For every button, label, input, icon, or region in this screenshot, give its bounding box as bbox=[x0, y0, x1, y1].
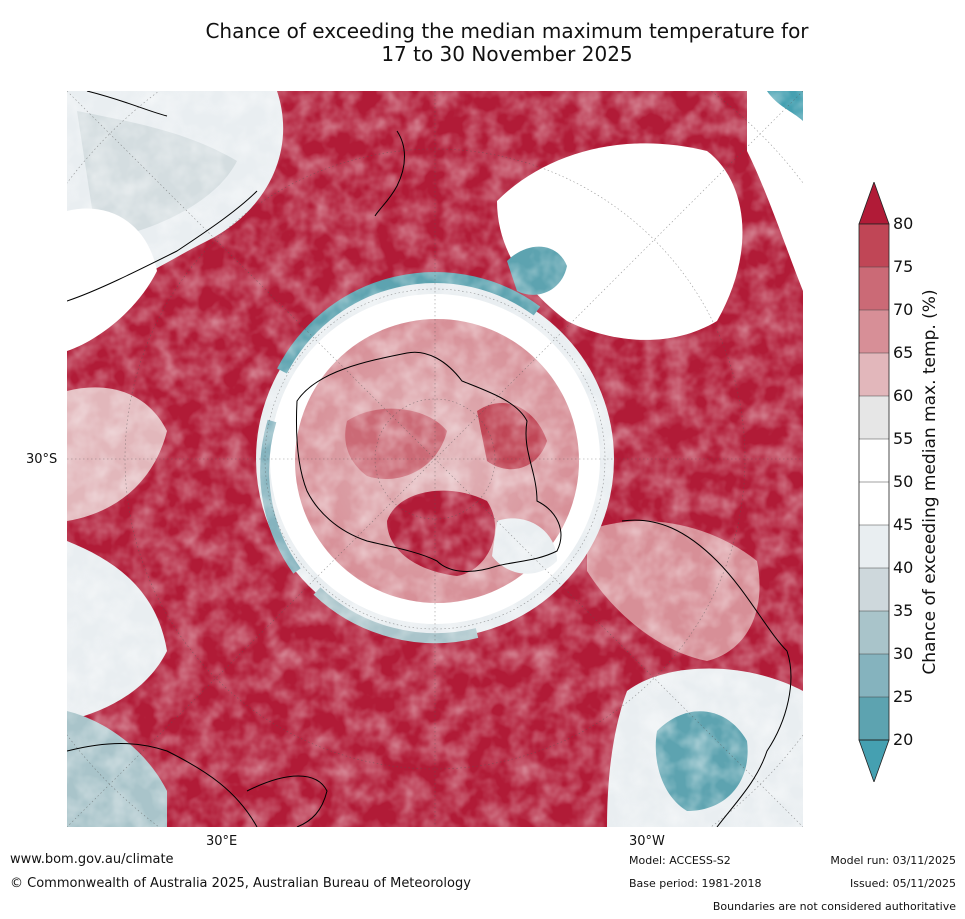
antarctica-coast bbox=[296, 351, 562, 572]
title-line-1: Chance of exceeding the median maximum t… bbox=[205, 19, 809, 43]
colorbar-band bbox=[859, 482, 889, 525]
colorbar-dividers bbox=[859, 266, 889, 698]
footer-website[interactable]: www.bom.gov.au/climate bbox=[10, 852, 174, 867]
colorbar-tick-label: 75 bbox=[893, 257, 914, 276]
lon-label-30w: 30°W bbox=[629, 834, 665, 849]
coastlines bbox=[67, 91, 792, 827]
colorbar-frame bbox=[858, 223, 890, 741]
colorbar-band bbox=[859, 568, 889, 611]
colorbar-band bbox=[859, 654, 889, 697]
footer-model: Model: ACCESS-S2 bbox=[629, 854, 731, 867]
probability-map[interactable] bbox=[67, 91, 803, 827]
colorbar-band bbox=[859, 353, 889, 396]
map-title: Chance of exceeding the median maximum t… bbox=[0, 20, 965, 66]
colorbar-band bbox=[859, 267, 889, 310]
colorbar-tick-label: 35 bbox=[893, 601, 914, 620]
colorbar-tick-label: 70 bbox=[893, 300, 914, 319]
southwest-coast-2 bbox=[246, 775, 328, 827]
colorbar-tick-label: 25 bbox=[893, 687, 914, 706]
colorbar-extend-bottom bbox=[858, 739, 890, 782]
footer-copyright: © Commonwealth of Australia 2025, Austra… bbox=[10, 876, 471, 891]
australia-coast bbox=[621, 519, 792, 827]
colorbar-tick-label: 40 bbox=[893, 558, 914, 577]
footer-issued: Issued: 05/11/2025 bbox=[849, 877, 956, 890]
title-line-2: 17 to 30 November 2025 bbox=[381, 42, 633, 66]
southwest-coast bbox=[67, 743, 258, 827]
colorbar-band bbox=[859, 525, 889, 568]
colorbar-tick-label: 45 bbox=[893, 515, 914, 534]
newzealand-coast bbox=[374, 130, 405, 217]
footer-base-period: Base period: 1981-2018 bbox=[629, 877, 762, 890]
colorbar bbox=[858, 182, 890, 782]
southamerica-top-coast bbox=[86, 91, 168, 117]
colorbar-band bbox=[859, 396, 889, 439]
colorbar-bands bbox=[858, 182, 890, 782]
africa-coast bbox=[67, 190, 258, 302]
map-canvas bbox=[67, 91, 803, 827]
graticule bbox=[67, 91, 803, 827]
colorbar-band bbox=[859, 224, 889, 267]
colorbar-tick-label: 30 bbox=[893, 644, 914, 663]
colorbar-tick-label: 80 bbox=[893, 214, 914, 233]
colorbar-band bbox=[859, 439, 889, 482]
colorbar-tick-label: 50 bbox=[893, 472, 914, 491]
colorbar-tick-label: 65 bbox=[893, 343, 914, 362]
footer-disclaimer: Boundaries are not considered authoritat… bbox=[712, 900, 956, 913]
colorbar-tick-label: 55 bbox=[893, 429, 914, 448]
colorbar-label: Chance of exceeding median max. temp. (%… bbox=[920, 289, 940, 675]
colorbar-tick-label: 20 bbox=[893, 730, 914, 749]
colorbar-band bbox=[859, 611, 889, 654]
colorbar-band bbox=[859, 310, 889, 353]
footer-model-run: Model run: 03/11/2025 bbox=[830, 854, 956, 867]
lon-label-30e: 30°E bbox=[206, 834, 238, 849]
colorbar-extend-top bbox=[858, 182, 890, 225]
colorbar-band bbox=[859, 697, 889, 740]
colorbar-tick-label: 60 bbox=[893, 386, 914, 405]
lat-label-30s: 30°S bbox=[26, 452, 58, 467]
